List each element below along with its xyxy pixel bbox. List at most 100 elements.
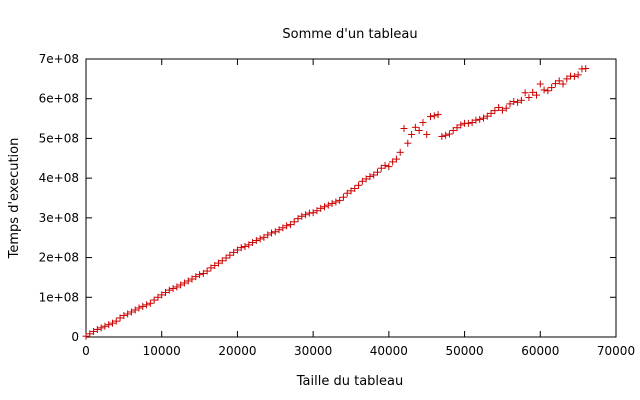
data-point bbox=[290, 218, 298, 226]
data-point bbox=[389, 158, 397, 166]
y-tick-label: 6e+08 bbox=[39, 92, 79, 106]
data-point bbox=[529, 88, 537, 96]
data-point bbox=[124, 310, 132, 318]
data-point bbox=[498, 106, 506, 114]
data-point bbox=[544, 87, 552, 95]
data-point bbox=[222, 254, 230, 262]
data-point bbox=[491, 107, 499, 115]
data-point bbox=[563, 75, 571, 83]
y-axis: 0 1e+08 2e+08 3e+08 4e+08 5e+08 6e+08 7e+08 bbox=[39, 52, 616, 344]
data-point bbox=[286, 221, 294, 229]
data-point bbox=[551, 80, 559, 88]
data-point bbox=[207, 264, 215, 272]
data-point bbox=[533, 91, 540, 99]
data-point bbox=[162, 289, 169, 297]
x-tick-label: 50000 bbox=[445, 344, 483, 358]
data-point bbox=[517, 96, 525, 104]
data-point bbox=[215, 259, 222, 267]
data-point bbox=[328, 200, 336, 208]
x-tick-label: 40000 bbox=[370, 344, 408, 358]
y-tick-label: 3e+08 bbox=[39, 211, 79, 225]
data-point bbox=[377, 164, 385, 172]
data-point bbox=[82, 332, 90, 340]
data-point bbox=[101, 322, 109, 330]
data-point bbox=[574, 71, 582, 79]
data-point bbox=[464, 119, 472, 127]
data-point bbox=[468, 119, 476, 127]
data-point bbox=[472, 116, 480, 124]
data-point bbox=[336, 196, 344, 204]
data-point bbox=[366, 173, 374, 181]
data-point bbox=[449, 126, 457, 134]
data-point bbox=[120, 312, 128, 320]
data-point bbox=[309, 209, 317, 217]
data-point bbox=[483, 112, 491, 120]
data-point bbox=[226, 251, 234, 259]
data-point bbox=[419, 119, 427, 127]
data-point bbox=[90, 327, 98, 335]
data-point bbox=[540, 86, 548, 94]
x-tick-label: 20000 bbox=[218, 344, 256, 358]
data-point bbox=[559, 80, 567, 88]
data-point bbox=[480, 114, 487, 122]
data-point bbox=[158, 291, 166, 299]
x-axis: 0 10000 20000 30000 40000 50000 60000 70000 bbox=[82, 59, 635, 358]
data-point bbox=[445, 130, 453, 138]
data-point bbox=[109, 319, 116, 327]
data-point bbox=[317, 204, 325, 212]
data-point bbox=[434, 111, 442, 119]
data-point bbox=[127, 308, 135, 316]
x-axis-title: Taille du tableau bbox=[296, 374, 403, 389]
data-point bbox=[570, 72, 578, 80]
data-point bbox=[362, 175, 370, 183]
data-point bbox=[347, 187, 355, 195]
y-tick-label: 1e+08 bbox=[39, 290, 79, 304]
data-point bbox=[415, 126, 423, 134]
data-point bbox=[177, 281, 185, 289]
data-point bbox=[476, 115, 484, 123]
data-point bbox=[116, 314, 124, 322]
data-point bbox=[427, 113, 434, 121]
data-point bbox=[233, 246, 241, 254]
data-point bbox=[131, 306, 139, 314]
data-point bbox=[510, 97, 518, 105]
data-point bbox=[264, 231, 272, 239]
data-point bbox=[525, 94, 533, 102]
data-point bbox=[404, 139, 412, 147]
data-point bbox=[506, 100, 514, 108]
data-point bbox=[218, 257, 226, 265]
data-point bbox=[249, 238, 257, 246]
data-point bbox=[180, 279, 188, 287]
data-point bbox=[548, 84, 556, 92]
data-point bbox=[536, 80, 544, 88]
data-point bbox=[139, 302, 147, 310]
data-point bbox=[514, 98, 522, 106]
x-tick-label: 70000 bbox=[597, 344, 635, 358]
data-point bbox=[241, 242, 249, 250]
data-series bbox=[82, 65, 590, 340]
data-point bbox=[302, 211, 310, 219]
chart-title: Somme d'un tableau bbox=[282, 27, 417, 42]
data-point bbox=[423, 130, 431, 138]
plot-frame bbox=[85, 58, 617, 338]
data-point bbox=[169, 285, 177, 293]
data-point bbox=[192, 273, 200, 281]
data-point bbox=[237, 244, 245, 252]
data-point bbox=[211, 262, 219, 270]
y-tick-label: 5e+08 bbox=[39, 131, 79, 145]
data-point bbox=[495, 103, 503, 111]
data-point bbox=[343, 189, 351, 197]
x-tick-label: 10000 bbox=[143, 344, 181, 358]
data-point bbox=[112, 317, 120, 325]
data-point bbox=[555, 77, 563, 85]
data-point bbox=[438, 132, 446, 140]
data-point bbox=[582, 65, 590, 73]
data-point bbox=[188, 275, 196, 283]
data-point bbox=[93, 325, 101, 333]
data-point bbox=[313, 207, 321, 215]
data-point bbox=[275, 226, 283, 234]
data-point bbox=[370, 171, 378, 179]
data-point bbox=[105, 321, 113, 329]
data-point bbox=[294, 215, 302, 223]
